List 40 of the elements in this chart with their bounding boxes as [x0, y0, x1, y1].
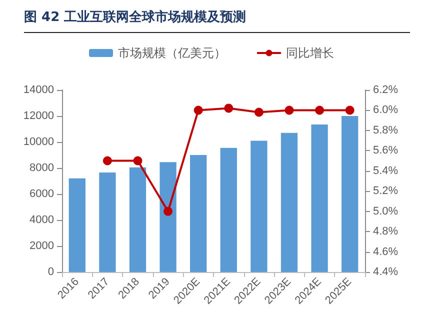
- legend-label: 同比增长: [286, 46, 334, 60]
- bar: [311, 124, 328, 272]
- bar: [68, 178, 86, 272]
- bar: [280, 132, 298, 272]
- chart-title: 图 42 工业互联网全球市场规模及预测: [24, 8, 410, 33]
- y2-tick-label: 5.4%: [373, 164, 398, 177]
- point: [102, 156, 112, 166]
- y2-tick-label: 5.8%: [373, 124, 398, 136]
- y-tick-label: 10000: [23, 136, 54, 148]
- bar: [129, 167, 146, 272]
- y-tick-label: 0: [48, 266, 54, 278]
- bar: [190, 155, 207, 272]
- point: [284, 106, 294, 115]
- point: [315, 106, 324, 115]
- bar: [220, 148, 237, 272]
- y2-tick-label: 6.0%: [373, 104, 398, 116]
- bar: [99, 172, 116, 272]
- y2-tick-label: 6.2%: [373, 84, 398, 96]
- y2-tick-label: 4.6%: [373, 246, 398, 258]
- y2-tick-label: 4.8%: [373, 226, 398, 238]
- point: [194, 106, 203, 115]
- y2-tick-label: 5.2%: [373, 185, 398, 198]
- y-tick-label: 4000: [30, 214, 54, 226]
- y-tick-label: 12000: [23, 110, 54, 122]
- bar: [342, 116, 358, 272]
- y2-tick-label: 5.6%: [373, 144, 398, 157]
- bar: [250, 140, 268, 272]
- y-tick-label: 8000: [30, 162, 54, 174]
- point: [224, 104, 234, 113]
- y2-tick-label: 5.0%: [373, 205, 398, 218]
- point: [254, 108, 264, 117]
- y2-tick-label: 4.4%: [373, 266, 398, 278]
- y-tick-label: 6000: [30, 188, 54, 200]
- y-tick-label: 2000: [30, 240, 54, 252]
- point: [133, 156, 142, 166]
- y-tick-label: 14000: [23, 84, 54, 96]
- legend-label: 市场规模（亿美元）: [118, 46, 226, 60]
- point: [164, 206, 173, 216]
- bar: [160, 162, 176, 272]
- point: [345, 106, 354, 115]
